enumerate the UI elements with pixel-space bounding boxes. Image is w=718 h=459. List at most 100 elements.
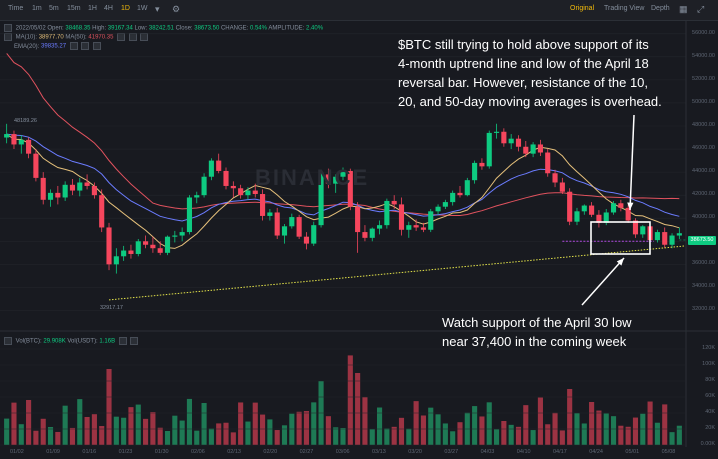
- volume-bar: [113, 416, 119, 445]
- visibility-icon[interactable]: [128, 33, 137, 41]
- volume-tick-label: 120K: [702, 345, 715, 351]
- volume-bar: [33, 430, 39, 445]
- timeframe-4h[interactable]: 4H: [104, 5, 113, 12]
- volume-bar: [62, 405, 68, 445]
- volume-bar: [369, 429, 375, 445]
- candle-body: [669, 235, 675, 245]
- fullscreen-icon[interactable]: ⤢: [697, 4, 705, 14]
- date-tick-label: 03/27: [444, 449, 459, 455]
- settings-icon[interactable]: [69, 42, 78, 50]
- timeframe-1w[interactable]: 1W: [137, 5, 148, 12]
- candle-body: [84, 182, 90, 186]
- volume-bar: [238, 402, 244, 445]
- candle-body: [574, 211, 580, 222]
- volume-tick-label: 40K: [705, 409, 715, 415]
- view-depth[interactable]: Depth: [651, 5, 670, 12]
- date-tick-label: 03/13: [372, 449, 386, 455]
- price-tick-label: 34000.00: [692, 283, 715, 290]
- candle-body: [40, 177, 46, 200]
- grid-icon[interactable]: ▦: [679, 4, 688, 14]
- vol-usdt-value: 1.16B: [99, 338, 116, 345]
- price-tick-label: 36000.00: [692, 260, 715, 267]
- indicators-icon[interactable]: ⚙: [172, 4, 181, 14]
- candle-body: [581, 205, 587, 212]
- candle-body: [508, 138, 514, 144]
- candle-body: [194, 195, 200, 198]
- settings-icon[interactable]: [117, 33, 126, 41]
- low-label: Low:: [134, 25, 148, 32]
- volume-bar: [472, 406, 478, 445]
- high-value: 39167.34: [107, 25, 133, 32]
- volume-bar: [347, 355, 353, 445]
- candle-body: [172, 235, 178, 237]
- volume-bar: [303, 411, 309, 445]
- collapse-toggle-icon[interactable]: [4, 337, 12, 345]
- ma10-label: MA(10):: [15, 34, 38, 41]
- volume-bar: [311, 402, 317, 445]
- candle-body: [99, 195, 105, 228]
- volume-bar: [260, 414, 266, 445]
- volume-tick-label: 20K: [705, 425, 715, 431]
- volume-bar: [508, 424, 514, 445]
- date-tick-label: 02/20: [263, 449, 278, 455]
- volume-bar: [69, 427, 76, 445]
- volume-bar: [84, 416, 90, 445]
- close-icon[interactable]: [140, 33, 149, 41]
- timeframe-1d[interactable]: 1D: [121, 5, 130, 12]
- volume-bar: [274, 430, 280, 445]
- candle-body: [457, 192, 463, 196]
- volume-bar: [581, 423, 587, 445]
- timeframe-15m[interactable]: 15m: [67, 5, 81, 12]
- close-icon[interactable]: [93, 42, 102, 50]
- amplitude-value: 2.40%: [306, 25, 324, 32]
- volume-bar: [128, 407, 134, 445]
- candle-body: [121, 250, 127, 257]
- candle-body: [479, 162, 485, 167]
- visibility-icon[interactable]: [130, 337, 139, 345]
- timeframe-time[interactable]: Time: [8, 5, 24, 12]
- volume-bar: [377, 407, 383, 445]
- current-price-tag: 38673.50: [688, 236, 716, 245]
- volume-bar: [172, 415, 178, 445]
- binance-watermark: BINANCE: [255, 165, 370, 190]
- view-original[interactable]: Original: [570, 5, 595, 12]
- annotation-top-line: $BTC still trying to hold above support …: [398, 37, 649, 52]
- candle-body: [559, 182, 565, 192]
- candle-body: [106, 227, 112, 265]
- candle-body: [260, 194, 266, 216]
- volume-bar: [574, 413, 580, 445]
- view-tradingview[interactable]: Trading View: [604, 5, 645, 12]
- volume-bar: [589, 401, 595, 445]
- volume-bar: [537, 397, 543, 445]
- timeframe-1m[interactable]: 1m: [32, 5, 42, 12]
- volume-tick-label: 80K: [705, 377, 715, 383]
- candle-body: [501, 131, 507, 144]
- timeframe-1h[interactable]: 1H: [88, 5, 97, 12]
- volume-bar: [530, 430, 536, 445]
- close-label: Close:: [175, 25, 193, 32]
- ma50-value: 41970.35: [88, 34, 114, 41]
- ema-info: EMA(20): 39835.27: [4, 42, 102, 50]
- ema-value: 39835.27: [41, 43, 67, 50]
- candle-body: [4, 134, 10, 138]
- price-tick-label: 42000.00: [692, 191, 715, 198]
- settings-icon[interactable]: [118, 337, 127, 345]
- collapse-toggle-icon[interactable]: [4, 24, 12, 32]
- volume-bar: [91, 414, 97, 445]
- volume-bar: [333, 427, 339, 445]
- volume-bar: [464, 412, 470, 445]
- collapse-toggle-icon[interactable]: [4, 33, 12, 41]
- annotation-bottom-line: Watch support of the April 30 low: [442, 315, 632, 330]
- timeframe-5m[interactable]: 5m: [49, 5, 59, 12]
- ma-info: MA(10): 38977.70 MA(50): 41970.35: [4, 33, 149, 41]
- volume-bar: [4, 418, 10, 445]
- candle-body: [515, 138, 522, 147]
- date-tick-label: 01/30: [154, 449, 169, 455]
- volume-bar: [18, 424, 24, 445]
- candle-body: [391, 200, 397, 205]
- chevron-down-icon[interactable]: ▾: [155, 4, 160, 14]
- visibility-icon[interactable]: [81, 42, 90, 50]
- amplitude-label: AMPLITUDE:: [268, 25, 305, 32]
- volume-bar: [398, 417, 405, 445]
- volume-bar: [157, 427, 163, 445]
